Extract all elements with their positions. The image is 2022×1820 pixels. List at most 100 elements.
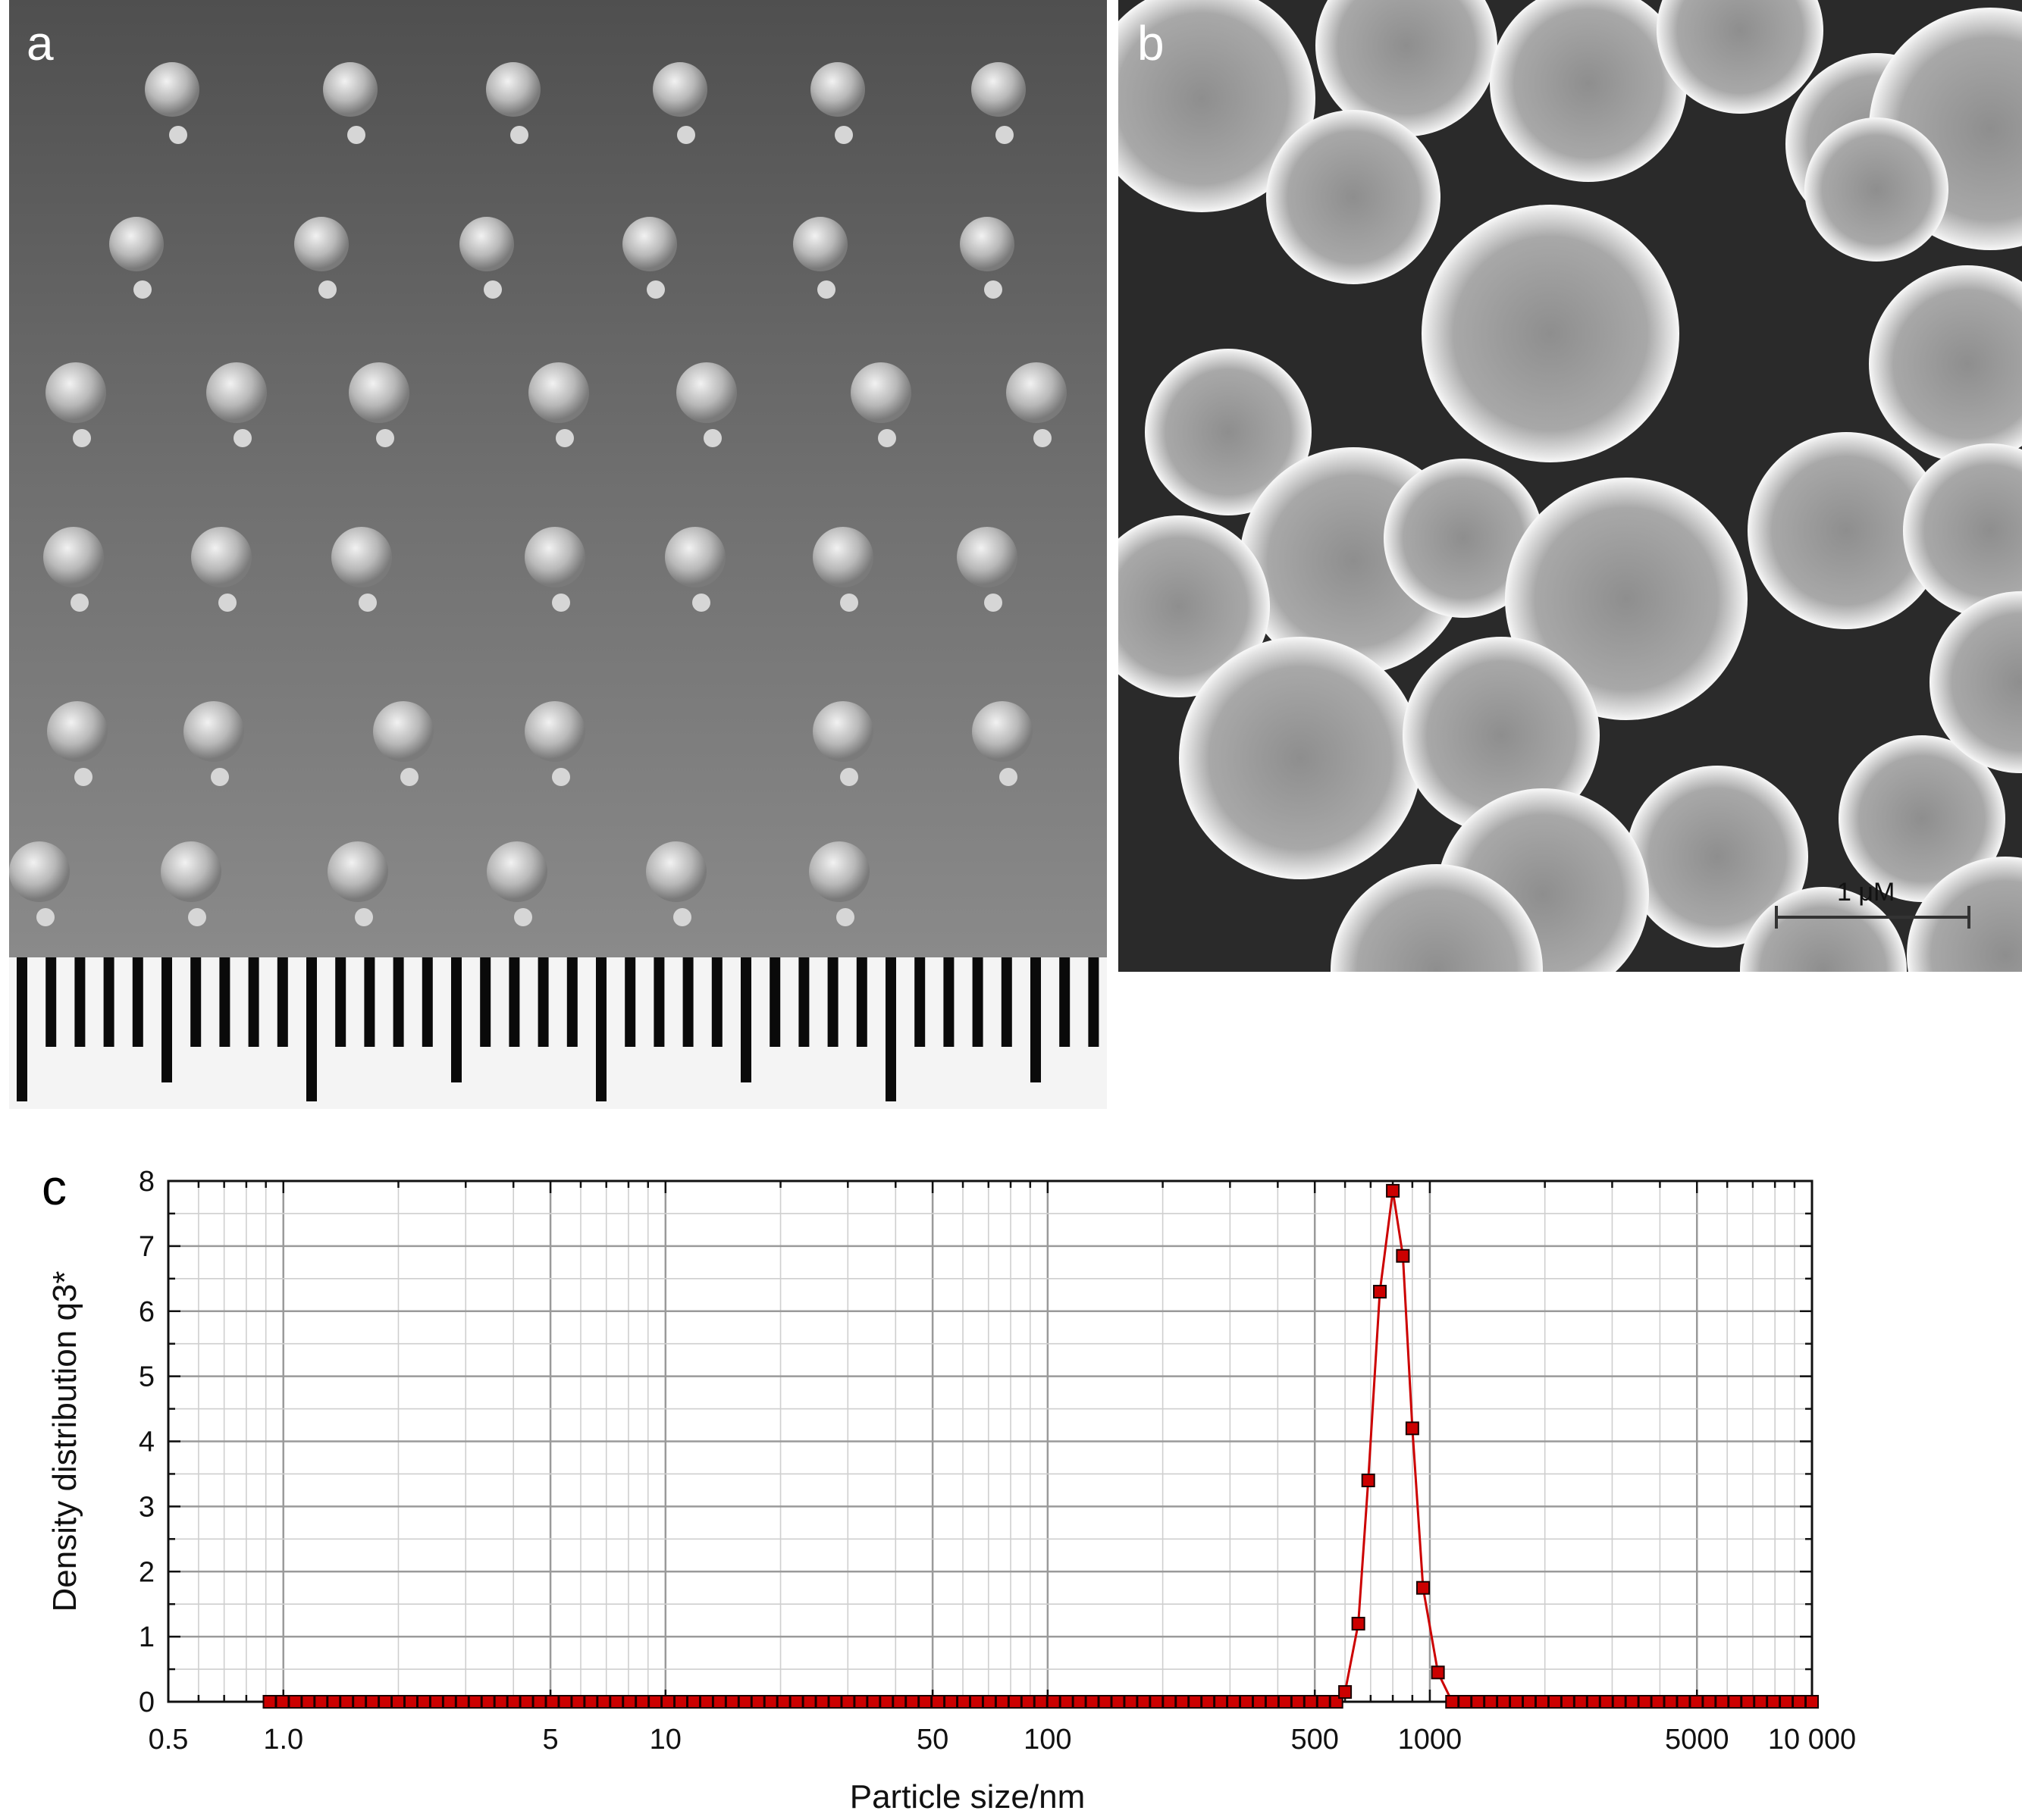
data-point [301,1695,315,1709]
sphere [183,701,244,762]
sphere [972,701,1033,762]
sphere [793,217,848,271]
y-tick-label: 2 [139,1556,155,1588]
series-line [269,1190,1812,1703]
data-point [686,1695,701,1709]
sem-particles [1118,0,2022,972]
sphere [622,217,677,271]
ruler-tick [335,957,346,1047]
sphere [331,527,392,587]
ruler-tick [190,957,202,1047]
sphere-tip [211,768,229,786]
data-point [622,1695,637,1709]
x-tick-label: 10 000 [1768,1724,1856,1756]
sphere-tip [995,126,1014,144]
ruler-tick [886,957,896,1101]
ruler-tick [74,957,86,1047]
data-point [1484,1695,1498,1709]
data-point [1651,1695,1665,1709]
sem-particle [1145,349,1312,515]
sphere-array-image [9,0,1107,957]
data-point [314,1695,328,1709]
x-tick-label: 5 [542,1724,558,1756]
sphere [459,217,514,271]
data-point [995,1695,1009,1709]
data-point [442,1695,456,1709]
data-point [699,1695,713,1709]
data-point [584,1695,598,1709]
sem-particle [1403,637,1600,834]
ruler-tick [219,957,230,1047]
sphere-tip [984,594,1002,612]
sphere [525,527,585,587]
x-tick-label: 1.0 [263,1724,303,1756]
sphere-tip [355,908,373,926]
data-point [1405,1421,1419,1436]
y-tick-label: 1 [139,1621,155,1653]
y-tick-label: 4 [139,1427,155,1458]
data-point [1136,1695,1151,1709]
ruler-tick [741,957,751,1082]
x-tick-label: 10 [650,1724,682,1756]
data-point [429,1695,444,1709]
sphere-tip [817,280,835,299]
sphere [349,362,409,423]
data-point [1638,1695,1652,1709]
data-point [353,1695,367,1709]
x-tick-label: 100 [1024,1724,1071,1756]
data-point [661,1695,676,1709]
data-point [776,1695,791,1709]
data-point [1779,1695,1794,1709]
panel-b-sem-image: 1 μM [1118,0,2022,972]
data-point [1188,1695,1202,1709]
data-point [1214,1695,1228,1709]
sphere-tip [400,768,419,786]
sphere [676,362,737,423]
ruler-tick [625,957,636,1047]
sphere-tip [556,429,574,447]
x-tick-label: 0.5 [149,1724,189,1756]
data-point [288,1695,303,1709]
sem-particle [1266,110,1440,284]
data-point [789,1695,804,1709]
data-point [905,1695,920,1709]
data-point [1351,1616,1365,1630]
data-point [481,1695,495,1709]
ruler-tick [1059,957,1071,1047]
data-point [494,1695,508,1709]
data-point [1741,1695,1755,1709]
sphere-tip [484,280,502,299]
ruler-tick [103,957,114,1047]
sphere-tip [169,126,187,144]
ruler-tick [393,957,404,1047]
sphere-tip [677,126,695,144]
sphere-tip [188,908,206,926]
data-point [1046,1695,1061,1709]
sphere-tip [36,908,55,926]
data-point [648,1695,663,1709]
ruler-tick [856,957,867,1047]
data-point [327,1695,341,1709]
ruler-tick [45,957,57,1047]
data-point [391,1695,406,1709]
data-point [1458,1695,1472,1709]
series-line-group [269,1190,1812,1703]
ruler-tick [1088,957,1099,1047]
ruler-tick [711,957,723,1047]
data-point [506,1695,521,1709]
data-point [378,1695,393,1709]
sphere-tip [74,768,92,786]
ruler-tick [1001,957,1012,1047]
data-point [763,1695,778,1709]
data-point [1240,1695,1254,1709]
data-point [1175,1695,1190,1709]
ruler-tick [248,957,259,1047]
data-point [1522,1695,1537,1709]
panel-a-photo [9,0,1107,957]
data-point [802,1695,817,1709]
data-point [1573,1695,1588,1709]
sphere-tip [878,429,896,447]
data-point [1361,1474,1375,1488]
sphere [109,217,164,271]
data-point [982,1695,996,1709]
